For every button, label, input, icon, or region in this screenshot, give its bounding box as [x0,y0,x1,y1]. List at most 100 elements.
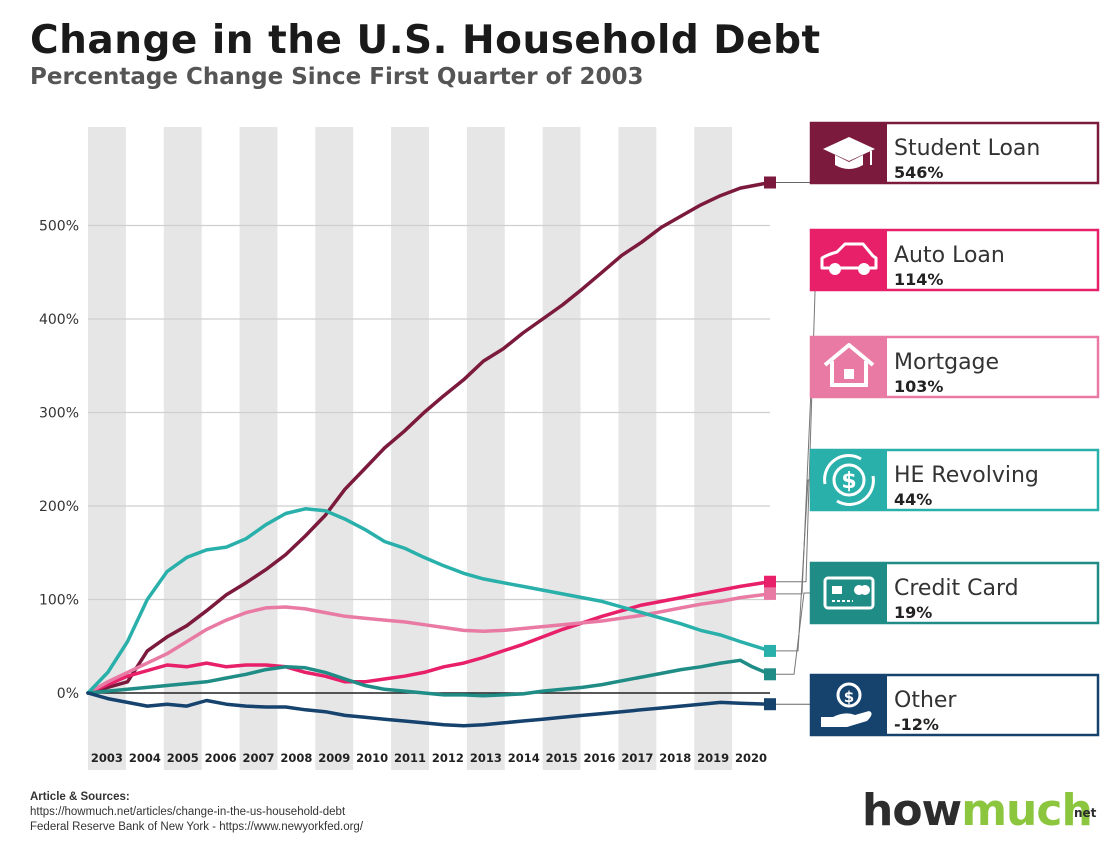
y-tick-label: 400% [39,312,79,328]
page-title: Change in the U.S. Household Debt [30,18,821,63]
series-end-marker [764,575,776,588]
year-band [315,127,354,770]
arrow-arc [823,454,862,485]
page-subtitle: Percentage Change Since First Quarter of… [30,64,644,90]
year-band [694,127,733,770]
series-line [86,579,772,695]
card-logo [860,585,870,595]
x-tick-label: 2007 [242,751,274,765]
legend-series-name: Credit Card [894,576,1019,601]
year-band [391,127,429,770]
y-tick-label: 100% [39,593,79,609]
x-tick-label: 2017 [621,751,653,765]
coin-dollar: $ [844,688,854,706]
x-tick-label: 2010 [356,751,388,765]
legend-series-name: Auto Loan [894,243,1005,268]
legend-series-name: Other [894,688,957,713]
x-tick-label: 2014 [508,751,540,765]
legend-card: Student Loan 546% [809,121,1100,185]
x-tick-label: 2020 [735,751,767,765]
car-wheel [829,263,841,275]
y-tick-label: 300% [39,406,79,422]
series-end-marker [764,698,776,711]
legend-card: Credit Card 19% [809,561,1100,625]
card-chip [832,586,842,594]
dollar-revolving-icon: $ [823,454,875,506]
sources-article-link[interactable]: https://howmuch.net/articles/change-in-t… [30,806,346,818]
cap-base [835,155,863,169]
y-tick-label: 500% [39,219,79,235]
year-band [239,127,278,770]
x-tick-label: 2018 [659,751,691,765]
year-band [88,127,126,770]
year-band [542,127,581,770]
dollar-sign: $ [841,469,856,494]
series-line [86,658,772,698]
card-icon-box [811,563,887,623]
legend-series-value: 44% [894,490,932,509]
card-icon-box [811,230,887,290]
sources-fed-link[interactable]: Federal Reserve Bank of New York - https… [30,821,364,833]
car-wheel [858,263,870,275]
x-tick-label: 2013 [470,751,502,765]
series-end-marker [764,668,776,681]
house-roof [823,343,875,367]
x-tick-label: 2005 [167,751,199,765]
x-tick-label: 2015 [546,751,578,765]
cap-top [823,137,875,161]
legend-card: $ Other -12% [809,673,1100,737]
year-bands [88,127,733,770]
series-line [86,180,772,695]
coin [836,682,862,708]
sources-heading: Article & Sources: [30,791,130,803]
year-band [466,127,505,770]
legend-card: Mortgage 103% [809,335,1100,399]
series-end-marker [764,176,776,189]
series-line [86,507,772,695]
legend-cards: Student Loan 546% Auto Loan 114% Mortgage 103… [809,121,1100,737]
connector-line [776,592,811,675]
credit-card-icon [823,576,875,610]
series-end-marker [764,644,776,657]
legend-series-value: 103% [894,377,943,396]
series-end-marker [764,587,776,600]
legend-series-value: 114% [894,270,943,289]
x-tick-label: 2004 [129,751,161,765]
y-axis-ticks: 0% 100% 200% 300% 400% 500% [39,219,79,703]
coin-ring [832,463,866,497]
graduation-cap-icon [823,137,875,169]
x-tick-label: 2019 [697,751,729,765]
legend-card: $ HE Revolving 44% [809,448,1100,512]
y-tick-label: 200% [39,499,79,515]
legend-series-name: Student Loan [894,136,1040,161]
car-icon [820,242,878,275]
howmuch-logo: howmuch net [862,785,1096,836]
x-tick-label: 2016 [583,751,615,765]
x-tick-label: 2011 [394,751,426,765]
house-window [844,369,854,379]
series-line [86,691,772,728]
year-band [618,127,657,770]
y-tick-label: 0% [57,686,79,702]
series-lines [86,176,776,728]
logo-much: much [961,785,1093,836]
house-icon [823,343,875,387]
logo-net: net [1074,806,1097,820]
connector-line [776,479,811,652]
legend-series-value: -12% [894,715,939,734]
x-tick-label: 2008 [280,751,312,765]
legend-series-value: 546% [894,163,943,182]
legend-series-value: 19% [894,603,932,622]
legend-series-name: Mortgage [894,350,999,375]
x-tick-label: 2009 [318,751,350,765]
legend-card: Auto Loan 114% [809,228,1100,292]
logo-how: how [862,785,962,836]
hand-coin-icon: $ [821,682,872,727]
sources-block: Article & Sources: https://howmuch.net/a… [30,790,363,835]
x-tick-label: 2003 [91,751,123,765]
hand [821,711,872,727]
arrow-arc [836,475,875,506]
card-outline [823,576,875,610]
x-axis-ticks: 2003 2004 2005 2006 2007 2008 2009 2010 2011 2012… [91,751,767,765]
